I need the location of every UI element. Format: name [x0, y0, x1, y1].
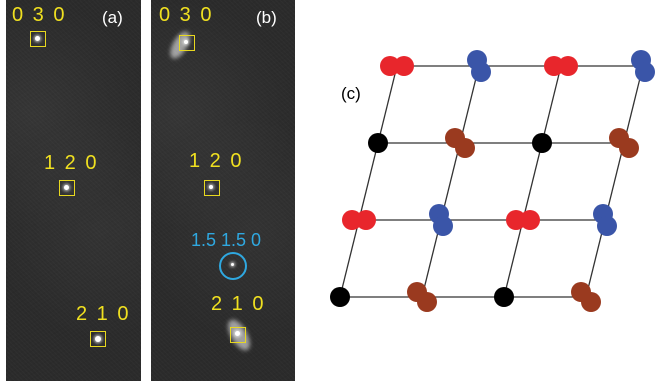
brown-atom-pair-atom: [407, 282, 427, 302]
blue-atom-pair-atom: [635, 62, 655, 82]
lattice-bond: [503, 65, 562, 298]
spot-1.5-1.5-0: [231, 263, 234, 266]
spot-circle-1.5-1.5-0: [219, 252, 247, 280]
spot-210: [95, 336, 101, 342]
brown-atom-pair-atom: [445, 128, 465, 148]
red-atom-pair: [342, 210, 376, 230]
spot-box-210: [90, 331, 106, 347]
image-noise: [6, 0, 141, 381]
spot-label-120: 1 2 0: [189, 150, 244, 172]
red-atom-pair: [544, 56, 578, 76]
panel-a-label: (a): [102, 8, 123, 27]
spot-box-120: [204, 180, 220, 196]
black-atom: [494, 287, 514, 307]
spot-label-1.5-1.5-0: 1.5 1.5 0: [191, 230, 262, 250]
lattice-bond: [585, 65, 644, 298]
spot-label-120: 1 2 0: [44, 152, 99, 174]
blue-atom-pair-atom: [597, 216, 617, 236]
lattice-atoms: [330, 50, 655, 312]
black-atom: [330, 287, 350, 307]
brown-atom-pair: [609, 128, 639, 158]
red-atom-pair: [380, 56, 414, 76]
spot-label-030: 0 3 0: [12, 4, 67, 26]
brown-atom-pair: [445, 128, 475, 158]
blue-atom-pair-atom: [433, 216, 453, 236]
spot-210: [235, 331, 240, 336]
brown-atom-pair: [407, 282, 437, 312]
red-atom-pair-atom: [544, 56, 564, 76]
black-atom: [532, 133, 552, 153]
red-atom-pair-atom: [558, 56, 578, 76]
spot-120: [209, 185, 213, 189]
spot-label-210: 2 1 0: [76, 303, 131, 325]
spot-120: [64, 185, 69, 190]
spot-box-030: [179, 35, 195, 51]
brown-atom-pair-atom: [571, 282, 591, 302]
lattice-lines: [339, 65, 644, 298]
spot-label-030: 0 3 0: [159, 4, 214, 26]
spot-030: [184, 40, 188, 44]
brown-atom-pair-atom: [609, 128, 629, 148]
panel-c-label: (c): [341, 84, 361, 103]
spot-box-030: [30, 31, 46, 47]
spot-030: [35, 36, 40, 41]
brown-atom-pair: [571, 282, 601, 312]
black-atom: [368, 133, 388, 153]
spot-box-210: [230, 327, 246, 343]
lattice-bond: [421, 65, 480, 298]
panel-b-diffraction-image: (b) 0 3 0 1 2 0 1.5 1.5 0 2 1 0: [151, 0, 295, 381]
red-atom-pair-atom: [356, 210, 376, 230]
image-noise: [151, 0, 295, 381]
blue-atom-pair: [593, 204, 617, 236]
panel-b-label: (b): [256, 8, 277, 27]
blue-atom-pair: [429, 204, 453, 236]
panel-c-lattice-diagram: [330, 50, 655, 312]
red-atom-pair-atom: [394, 56, 414, 76]
red-atom-pair-atom: [506, 210, 526, 230]
spot-label-210: 2 1 0: [211, 293, 266, 315]
spot-box-120: [59, 180, 75, 196]
blue-atom-pair: [631, 50, 655, 82]
red-atom-pair-atom: [520, 210, 540, 230]
red-atom-pair-atom: [380, 56, 400, 76]
red-atom-pair: [506, 210, 540, 230]
panel-a-diffraction-image: (a) 0 3 0 1 2 0 2 1 0: [6, 0, 141, 381]
blue-atom-pair: [467, 50, 491, 82]
lattice-bond: [339, 65, 398, 298]
red-atom-pair-atom: [342, 210, 362, 230]
blue-atom-pair-atom: [471, 62, 491, 82]
